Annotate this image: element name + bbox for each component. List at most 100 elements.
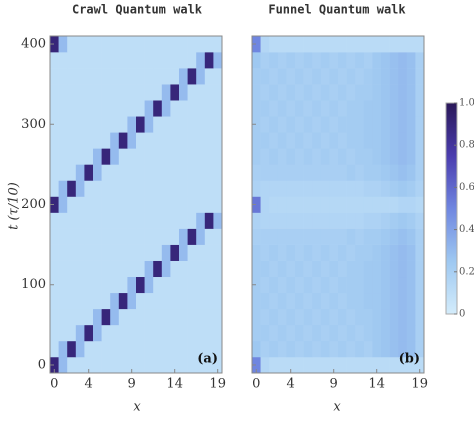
heatmap-cell (381, 260, 390, 278)
heatmap-cell (269, 52, 279, 69)
heatmap-cell (415, 100, 425, 117)
heatmap-cell (136, 340, 145, 358)
heatmap-cell (329, 100, 339, 117)
heatmap-cell (406, 212, 416, 229)
heatmap-cell (170, 228, 180, 245)
heatmap-cell (213, 132, 223, 149)
heatmap-cell (277, 340, 287, 358)
heatmap-cell (187, 340, 197, 358)
heatmap-cell (144, 276, 154, 294)
heatmap-cell (179, 180, 188, 197)
heatmap-cell (312, 276, 322, 294)
heatmap-cell (144, 244, 154, 261)
heatmap-cell (170, 308, 180, 326)
heatmap-cell (110, 132, 120, 149)
heatmap-cell (329, 52, 339, 69)
heatmap-cell (50, 116, 59, 133)
heatmap-cell (329, 148, 339, 165)
heatmap-cell (153, 276, 163, 294)
heatmap-cell (398, 212, 408, 229)
heatmap-cell (144, 164, 154, 181)
heatmap-cell (196, 276, 206, 294)
heatmap-cell (110, 100, 120, 117)
colorbar-tick-label: 0.6 (459, 182, 474, 193)
heatmap-cell (260, 116, 270, 133)
heatmap-cell (187, 324, 197, 342)
heatmap-cell (286, 276, 296, 294)
heatmap-cell (84, 148, 94, 165)
heatmap-cell (213, 292, 223, 310)
heatmap-cell (269, 340, 279, 358)
heatmap-cell (269, 84, 279, 101)
heatmap-cell (118, 228, 128, 245)
heatmap-cell (398, 292, 408, 310)
heatmap-cell (329, 132, 339, 149)
heatmap-cell (196, 180, 206, 197)
heatmap-cell (161, 84, 171, 101)
heatmap-cell (286, 164, 296, 181)
heatmap-cell (338, 196, 347, 213)
heatmap-cell (415, 36, 425, 53)
heatmap-cell (144, 180, 154, 197)
heatmap-cell (67, 228, 77, 245)
heatmap-cell (312, 180, 322, 197)
heatmap-cell (93, 228, 102, 245)
heatmap-cell (110, 308, 120, 326)
heatmap-cell (196, 68, 206, 85)
heatmap-cell (196, 324, 206, 342)
heatmap-cell (127, 356, 137, 374)
heatmap-cell (260, 212, 270, 229)
heatmap-cell (118, 148, 128, 165)
heatmap-cell (320, 356, 330, 374)
heatmap-cell (196, 212, 206, 229)
heatmap-cell (320, 132, 330, 149)
heatmap-cell (161, 244, 171, 261)
heatmap-cell (406, 148, 416, 165)
heatmap-cell (252, 100, 261, 117)
heatmap-cell (75, 84, 85, 101)
heatmap-cell (58, 324, 68, 342)
heatmap-cell (398, 52, 408, 69)
heatmap-cell (127, 292, 137, 310)
heatmap-cell (415, 292, 425, 310)
heatmap-cell (213, 212, 223, 229)
heatmap-cell (93, 260, 102, 278)
heatmap-cell (269, 36, 279, 53)
heatmap-cell (286, 180, 296, 197)
heatmap-cell (260, 68, 270, 85)
heatmap-cell (58, 228, 68, 245)
heatmap-cell (179, 116, 188, 133)
heatmap-cell (153, 52, 163, 69)
heatmap-cell (277, 52, 287, 69)
heatmap-cell (363, 164, 373, 181)
heatmap-cell (252, 148, 261, 165)
heatmap-cell (153, 164, 163, 181)
heatmap-cell (303, 324, 313, 342)
heatmap-cell (372, 324, 382, 342)
heatmap-cell (346, 148, 356, 165)
heatmap-cell (110, 36, 120, 53)
heatmap-cell (67, 244, 77, 261)
heatmap-cell (389, 180, 399, 197)
heatmap-cell (252, 36, 261, 53)
heatmap-cell (84, 308, 94, 326)
heatmap-cell (303, 84, 313, 101)
heatmap-cell (260, 340, 270, 358)
heatmap-cell (415, 308, 425, 326)
heatmap-cell (252, 228, 261, 245)
heatmap-cell (204, 68, 214, 85)
heatmap-cell (136, 276, 145, 294)
heatmap-cell (338, 180, 347, 197)
heatmap-cell (346, 308, 356, 326)
heatmap-cell (170, 196, 180, 213)
heatmap-cell (329, 260, 339, 278)
heatmap-cell (381, 148, 390, 165)
heatmap-cell (338, 148, 347, 165)
heatmap-cell (260, 100, 270, 117)
heatmap-cell (252, 164, 261, 181)
heatmap-cell (398, 244, 408, 261)
heatmap-cell (170, 100, 180, 117)
heatmap-cell (303, 164, 313, 181)
heatmap-cell (303, 356, 313, 374)
heatmap-cell (196, 340, 206, 358)
